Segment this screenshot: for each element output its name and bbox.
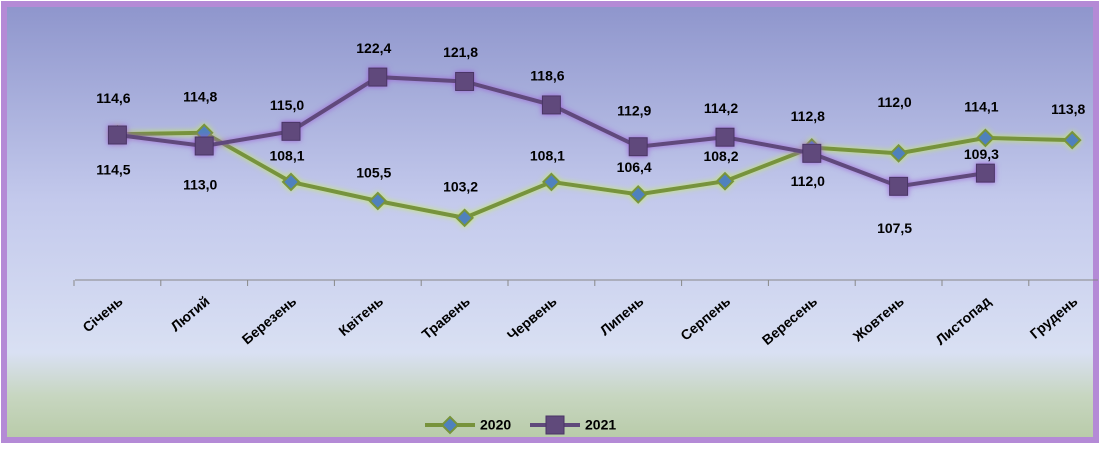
data-label: 114,2 (704, 100, 738, 116)
marker (545, 415, 565, 435)
marker (628, 137, 648, 157)
marker (628, 184, 648, 204)
marker (440, 415, 460, 435)
data-label: 108,1 (269, 148, 304, 164)
data-label: 107,5 (877, 220, 912, 236)
data-label: 113,8 (1051, 101, 1085, 117)
marker (281, 121, 301, 141)
data-label: 114,5 (96, 162, 130, 178)
legend-label: 2020 (480, 417, 511, 433)
marker (889, 143, 909, 163)
marker (368, 191, 388, 211)
marker (975, 128, 995, 148)
marker (368, 67, 388, 87)
data-label: 106,4 (617, 159, 652, 175)
data-label: 105,5 (356, 165, 391, 181)
data-label: 112,0 (877, 94, 911, 110)
data-label: 114,1 (964, 99, 998, 115)
marker (1062, 130, 1082, 150)
data-label: 103,2 (443, 179, 478, 195)
data-label: 112,0 (791, 173, 825, 189)
data-label: 109,3 (964, 146, 999, 162)
marker (715, 127, 735, 147)
marker (107, 125, 127, 145)
data-label: 115,0 (270, 97, 304, 113)
legend-label: 2021 (585, 417, 616, 433)
marker (455, 71, 475, 91)
marker (541, 172, 561, 192)
data-label: 122,4 (356, 40, 391, 56)
series-group (107, 67, 995, 196)
data-label: 114,6 (96, 90, 130, 106)
series-line (117, 130, 1073, 220)
marker (975, 163, 995, 183)
data-label: 114,8 (183, 89, 217, 105)
data-label: 108,2 (703, 148, 738, 164)
data-label: 121,8 (443, 44, 478, 60)
data-label: 118,6 (530, 68, 564, 84)
marker (541, 95, 561, 115)
data-label: 112,9 (617, 102, 651, 118)
marker (455, 208, 475, 228)
marker (802, 143, 822, 163)
data-label: 113,0 (183, 177, 217, 193)
marker (889, 176, 909, 196)
data-label: 112,8 (791, 108, 825, 124)
data-label: 108,1 (530, 148, 565, 164)
marker (715, 171, 735, 191)
marker (194, 136, 214, 156)
marker (281, 172, 301, 192)
